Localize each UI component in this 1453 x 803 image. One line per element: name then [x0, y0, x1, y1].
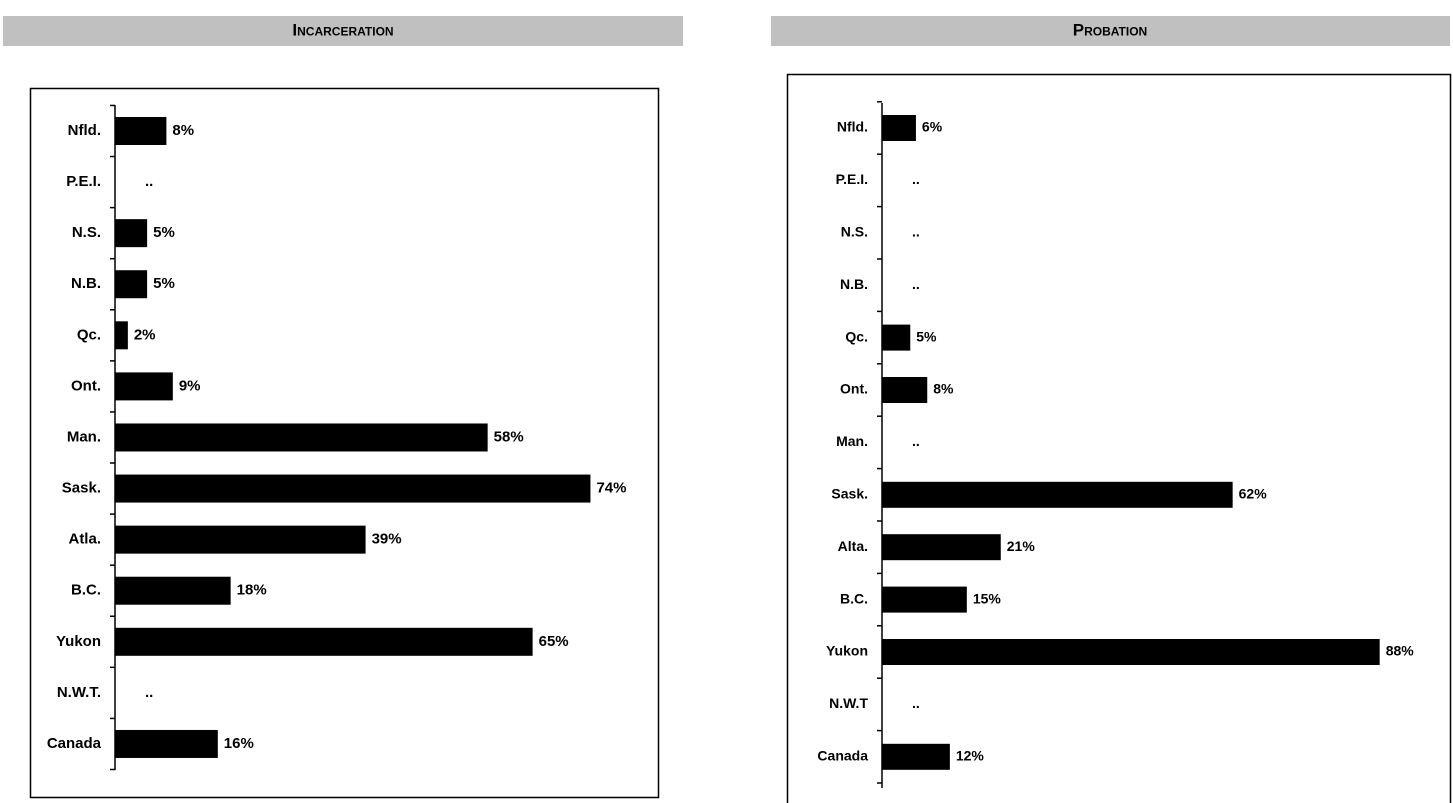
bar [115, 525, 366, 554]
category-label: Ont. [71, 377, 101, 394]
value-label: 15% [973, 590, 1002, 606]
category-label: Sask. [831, 486, 868, 502]
value-label: 5% [916, 328, 937, 344]
category-label: Ont. [840, 381, 868, 397]
category-label: N.B. [840, 276, 868, 292]
bar [882, 115, 916, 141]
chart-incarceration: Nfld. 8% P.E.I. .. N.S. 5% N.B. 5% Qc. 2% Ont. 9% Ma… [47, 104, 626, 771]
bar [882, 377, 928, 403]
value-label: 88% [1386, 643, 1415, 659]
value-label: 18% [237, 582, 267, 599]
bar [115, 219, 148, 248]
header-bar [3, 16, 683, 46]
category-label: Yukon [56, 633, 101, 650]
category-label: P.E.I. [836, 171, 868, 187]
value-label: 62% [1239, 486, 1268, 502]
category-label: Canada [817, 748, 868, 764]
value-label: 16% [224, 735, 254, 752]
category-label: Yukon [826, 643, 868, 659]
value-label: 65% [539, 633, 569, 650]
category-label: Qc. [845, 328, 868, 344]
value-label: 12% [956, 748, 985, 764]
category-label: Sask. [62, 480, 101, 497]
category-label: P.E.I. [66, 173, 101, 190]
value-label: 8% [933, 381, 954, 397]
category-label: Qc. [77, 326, 101, 343]
category-label: Alta. [838, 538, 868, 554]
value-label: .. [912, 224, 920, 240]
value-label: 74% [596, 480, 626, 497]
bar [115, 627, 533, 656]
bar [882, 324, 911, 351]
bar [882, 534, 1001, 561]
bar [115, 117, 167, 145]
bar [882, 639, 1380, 665]
value-label: 5% [153, 275, 175, 292]
category-label: Man. [836, 433, 868, 449]
value-label: 39% [372, 531, 402, 548]
bar [882, 586, 967, 613]
bar [882, 743, 950, 770]
bar [882, 481, 1233, 508]
category-label: Nfld. [68, 122, 101, 139]
value-label: .. [912, 171, 920, 187]
value-label: 5% [153, 224, 175, 241]
value-label: .. [912, 695, 920, 711]
value-label: 2% [134, 326, 156, 343]
chart-probation: Nfld. 6% P.E.I. .. N.S. .. N.B. .. Qc. 5% Ont. 8% Ma… [817, 101, 1415, 788]
bar [115, 576, 231, 605]
category-label: N.S. [841, 224, 868, 240]
category-label: N.S. [72, 224, 101, 241]
value-label: .. [145, 173, 153, 190]
plot-frame [786, 73, 1452, 803]
plot-frame [29, 87, 660, 799]
value-label: .. [912, 276, 920, 292]
category-label: Canada [47, 735, 102, 752]
category-label: Nfld. [837, 119, 868, 135]
value-label: 6% [922, 119, 943, 135]
bar [115, 474, 591, 503]
category-label: N.B. [71, 275, 101, 292]
value-label: .. [912, 433, 920, 449]
category-label: N.W.T. [57, 684, 101, 701]
value-label: 8% [172, 122, 194, 139]
value-label: .. [145, 684, 153, 701]
chart-title: Incarceration [292, 20, 393, 39]
chart-title: Probation [1073, 20, 1147, 39]
value-label: 9% [179, 377, 201, 394]
bar [115, 423, 488, 452]
category-label: N.W.T [829, 695, 868, 711]
category-label: B.C. [71, 582, 101, 599]
category-label: Atla. [68, 531, 101, 548]
bar [115, 729, 218, 758]
value-label: 58% [494, 428, 524, 445]
bar [115, 321, 128, 350]
bar [115, 372, 173, 401]
bar [115, 270, 148, 299]
value-label: 21% [1007, 538, 1036, 554]
category-label: B.C. [840, 590, 868, 606]
category-label: Man. [67, 428, 101, 445]
header-bar [771, 16, 1450, 46]
